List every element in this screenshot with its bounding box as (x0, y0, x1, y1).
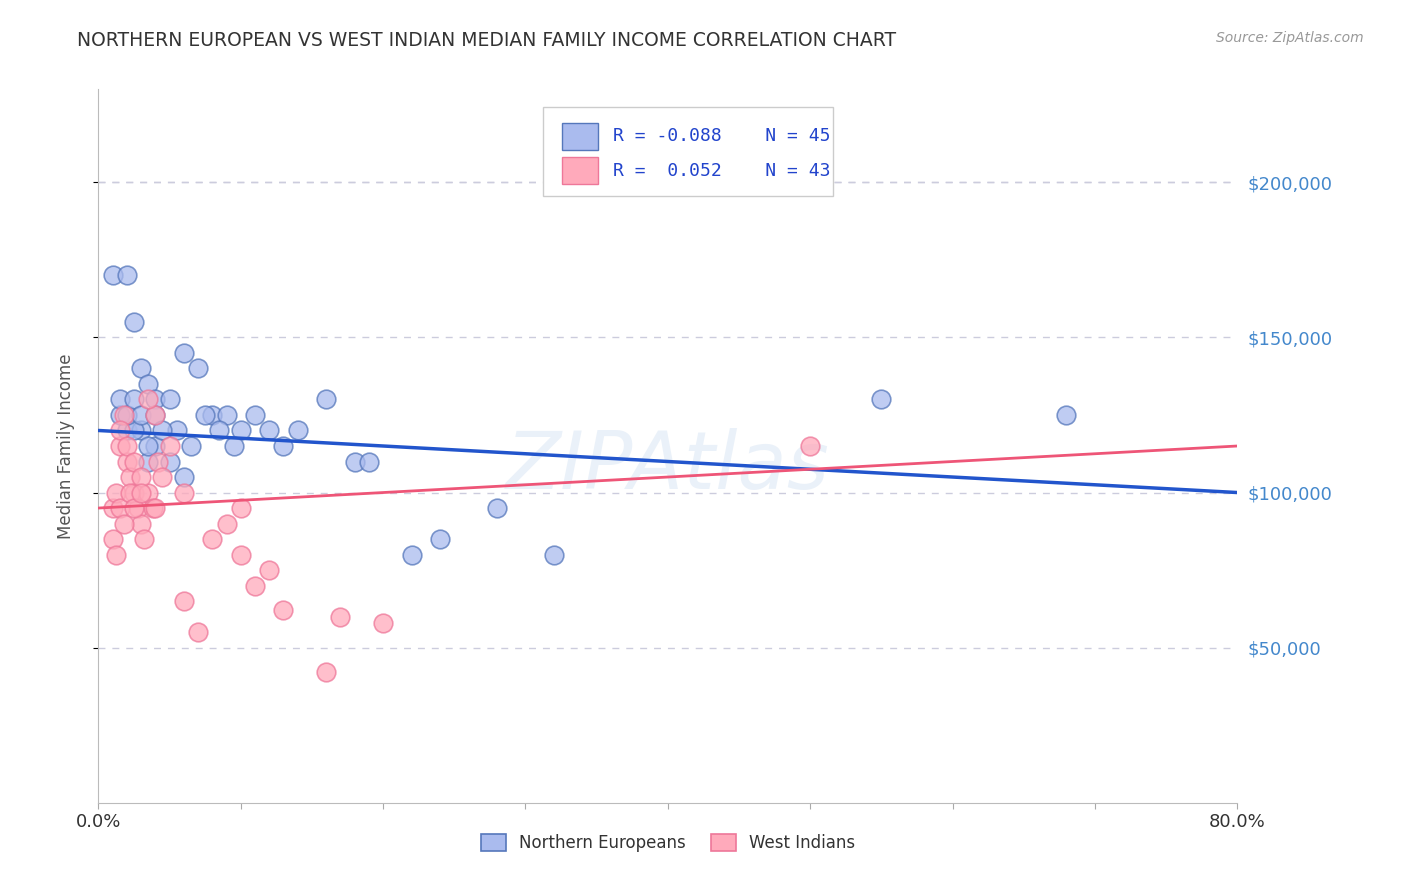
Point (108, 392, 131, 407)
Point (343, 454, 366, 468)
Point (112, 516, 135, 531)
Point (101, 268, 124, 283)
Point (152, 470, 174, 484)
Point (141, 501, 163, 516)
Point (108, 408, 131, 422)
Point (543, 548, 565, 562)
Text: Source: ZipAtlas.com: Source: ZipAtlas.com (1216, 31, 1364, 45)
Point (799, 439, 821, 453)
Point (229, 424, 252, 438)
Point (357, 454, 380, 468)
Point (373, 615, 395, 630)
Text: R = -0.088    N = 45: R = -0.088 N = 45 (613, 128, 831, 145)
Point (187, 625, 209, 640)
Point (173, 594, 195, 608)
Point (118, 485, 141, 500)
Text: R =  0.052    N = 43: R = 0.052 N = 43 (613, 161, 831, 179)
Point (122, 315, 145, 329)
Point (201, 532, 224, 546)
Point (118, 470, 141, 484)
Text: NORTHERN EUROPEAN VS WEST INDIAN MEDIAN FAMILY INCOME CORRELATION CHART: NORTHERN EUROPEAN VS WEST INDIAN MEDIAN … (77, 31, 897, 50)
Point (122, 485, 145, 500)
Point (104, 485, 127, 500)
Point (122, 424, 145, 438)
Point (101, 501, 124, 516)
Text: ZIPAtlas: ZIPAtlas (506, 428, 830, 507)
Point (129, 424, 152, 438)
Point (222, 439, 245, 453)
Point (173, 470, 195, 484)
Point (115, 408, 138, 422)
Point (152, 424, 174, 438)
Point (273, 439, 295, 453)
Point (208, 424, 231, 438)
Point (112, 408, 135, 422)
Point (315, 392, 337, 407)
Legend: Northern Europeans, West Indians: Northern Europeans, West Indians (474, 827, 862, 859)
Point (180, 439, 202, 453)
Point (1056, 408, 1078, 422)
Point (173, 485, 195, 500)
Point (136, 485, 159, 500)
Point (159, 392, 181, 407)
Point (136, 439, 159, 453)
Point (104, 548, 127, 562)
Point (229, 501, 252, 516)
Point (243, 579, 266, 593)
Point (259, 563, 281, 577)
Point (145, 408, 167, 422)
Point (159, 439, 181, 453)
Point (145, 392, 167, 407)
Point (122, 454, 145, 468)
Point (486, 501, 509, 516)
Point (148, 454, 170, 468)
Y-axis label: Median Family Income: Median Family Income (56, 353, 75, 539)
Point (166, 424, 188, 438)
Point (329, 609, 352, 624)
Point (108, 439, 131, 453)
Point (122, 501, 145, 516)
Point (115, 439, 138, 453)
Point (401, 548, 423, 562)
Point (108, 501, 131, 516)
Point (129, 361, 152, 376)
Point (136, 392, 159, 407)
Point (429, 532, 451, 546)
Point (215, 408, 238, 422)
Point (129, 470, 152, 484)
Point (129, 485, 152, 500)
Point (315, 665, 337, 680)
Point (870, 392, 893, 407)
Point (129, 408, 152, 422)
FancyBboxPatch shape (543, 107, 832, 196)
Point (243, 408, 266, 422)
Point (229, 548, 252, 562)
Point (115, 424, 138, 438)
Bar (562, 157, 599, 184)
Bar (562, 123, 599, 150)
Point (122, 392, 145, 407)
Point (273, 603, 295, 617)
Point (145, 408, 167, 422)
Point (159, 454, 181, 468)
Point (101, 532, 124, 546)
Point (201, 408, 224, 422)
Point (115, 268, 138, 283)
Point (215, 516, 238, 531)
Point (129, 516, 152, 531)
Point (187, 361, 209, 376)
Point (259, 424, 281, 438)
Point (194, 408, 217, 422)
Point (132, 532, 155, 546)
Point (136, 376, 159, 391)
Point (136, 454, 159, 468)
Point (145, 501, 167, 516)
Point (145, 439, 167, 453)
Point (173, 346, 195, 360)
Point (115, 454, 138, 468)
Point (127, 501, 149, 516)
Point (287, 424, 309, 438)
Point (108, 424, 131, 438)
